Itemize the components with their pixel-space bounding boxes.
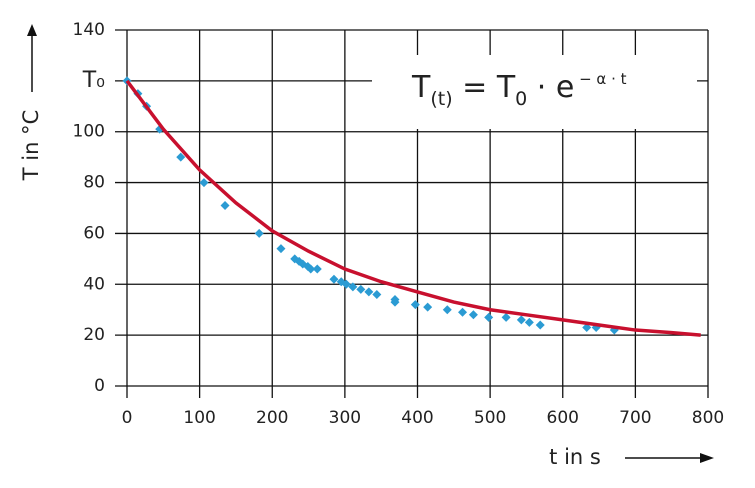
data-point [306, 264, 316, 274]
formula-part: · e [527, 70, 574, 105]
data-point [468, 310, 478, 320]
data-point [372, 289, 382, 299]
data-point [155, 124, 165, 134]
data-point [484, 312, 494, 322]
formula-part: 0 [515, 88, 527, 110]
data-point [410, 300, 420, 310]
formula-part: = T [453, 70, 516, 105]
data-point [220, 200, 230, 210]
x-tick-label: 200 [256, 408, 288, 428]
data-point [329, 274, 339, 284]
y-tick-label: 60 [83, 223, 105, 243]
data-point [524, 317, 534, 327]
data-point [176, 152, 186, 162]
data-point [348, 282, 358, 292]
x-tick-label: 600 [547, 408, 579, 428]
formula-part: − α · t [574, 70, 626, 88]
data-point [423, 302, 433, 312]
formula-box [372, 55, 697, 129]
data-point [356, 284, 366, 294]
y-tick-label: T₀ [82, 68, 105, 93]
x-tick-label: 100 [183, 408, 215, 428]
data-point [364, 287, 374, 297]
y-tick-label: 40 [83, 274, 105, 294]
formula: T(t) = T0 · e − α · t [411, 70, 627, 110]
data-point [276, 244, 286, 254]
data-point [199, 178, 209, 188]
formula-part: (t) [430, 88, 452, 110]
x-tick-label: 300 [329, 408, 361, 428]
x-tick-label: 500 [474, 408, 506, 428]
x-tick-label: 400 [401, 408, 433, 428]
data-point [516, 315, 526, 325]
data-point [254, 228, 264, 238]
y-tick-label: 100 [73, 122, 105, 142]
data-point [501, 312, 511, 322]
fit-curve [125, 79, 701, 337]
data-point [341, 279, 351, 289]
x-tick-label: 0 [122, 408, 133, 428]
data-point [535, 320, 545, 330]
data-point [442, 305, 452, 315]
y-axis-label: T in °C [19, 110, 43, 182]
y-tick-label: 20 [83, 325, 105, 345]
y-tick-label: 140 [73, 20, 105, 40]
data-point [458, 307, 468, 317]
formula-part: T [411, 70, 431, 105]
x-tick-label: 800 [692, 408, 724, 428]
data-point [390, 297, 400, 307]
y-arrow-head [27, 24, 37, 36]
x-axis-label: t in s [549, 445, 601, 469]
data-point [312, 264, 322, 274]
x-tick-label: 700 [619, 408, 651, 428]
y-tick-label: 0 [94, 376, 105, 396]
y-tick-label: 80 [83, 173, 105, 193]
x-arrow-head [700, 453, 714, 463]
